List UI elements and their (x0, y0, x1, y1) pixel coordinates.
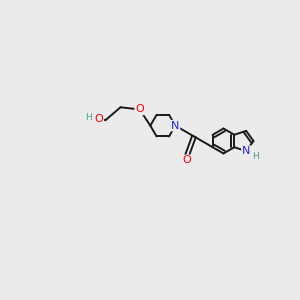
Text: H: H (252, 152, 259, 161)
Text: N: N (171, 121, 179, 130)
Text: O: O (182, 155, 191, 165)
Text: H: H (85, 113, 92, 122)
Text: O: O (94, 114, 103, 124)
Text: O: O (135, 104, 144, 114)
Text: N: N (242, 146, 250, 156)
